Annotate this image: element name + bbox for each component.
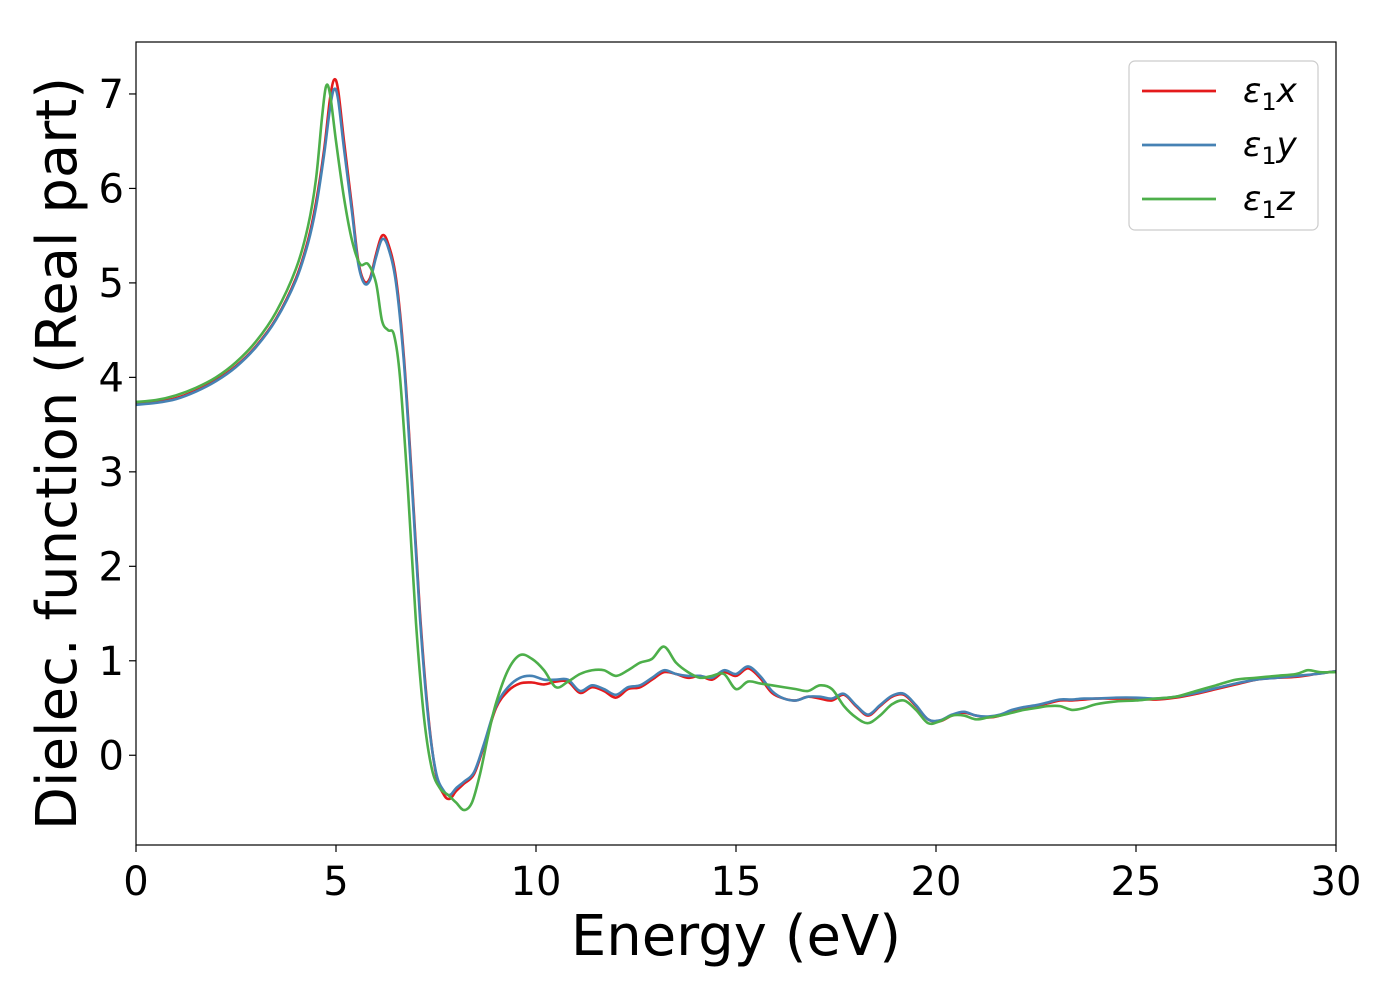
ticks-layer: 0 5 10 15 20 25 30 0 1 2 3 4 5 6 7: [99, 72, 1362, 905]
y-tick-label: 0: [99, 733, 124, 779]
y-tick-label: 3: [99, 450, 124, 496]
x-tick-label: 0: [123, 859, 148, 905]
legend-entry-z: ε1z: [1243, 179, 1296, 224]
legend-entry-y: ε1y: [1243, 125, 1298, 170]
x-tick-label: 10: [511, 859, 562, 905]
series-line-y: [136, 87, 1336, 797]
legend-box: [1128, 60, 1319, 231]
y-tick-label: 4: [99, 355, 124, 401]
legend: ε1x ε1y ε1z: [1128, 60, 1319, 231]
y-tick-label: 6: [99, 166, 124, 212]
series-line-z: [136, 83, 1336, 812]
x-tick-label: 5: [323, 859, 348, 905]
x-tick-label: 30: [1311, 859, 1362, 905]
series-layer: [136, 77, 1336, 812]
y-tick-label: 1: [99, 639, 124, 685]
legend-entry-x: ε1x: [1243, 71, 1298, 116]
x-tick-label: 25: [1111, 859, 1162, 905]
y-tick-label: 2: [99, 544, 124, 590]
x-axis-label: Energy (eV): [571, 904, 901, 969]
y-tick-label: 5: [99, 261, 124, 307]
y-tick-label: 7: [99, 72, 124, 118]
x-tick-label: 20: [911, 859, 962, 905]
y-axis-label: Dielec. function (Real part): [25, 77, 90, 830]
x-tick-label: 15: [711, 859, 762, 905]
